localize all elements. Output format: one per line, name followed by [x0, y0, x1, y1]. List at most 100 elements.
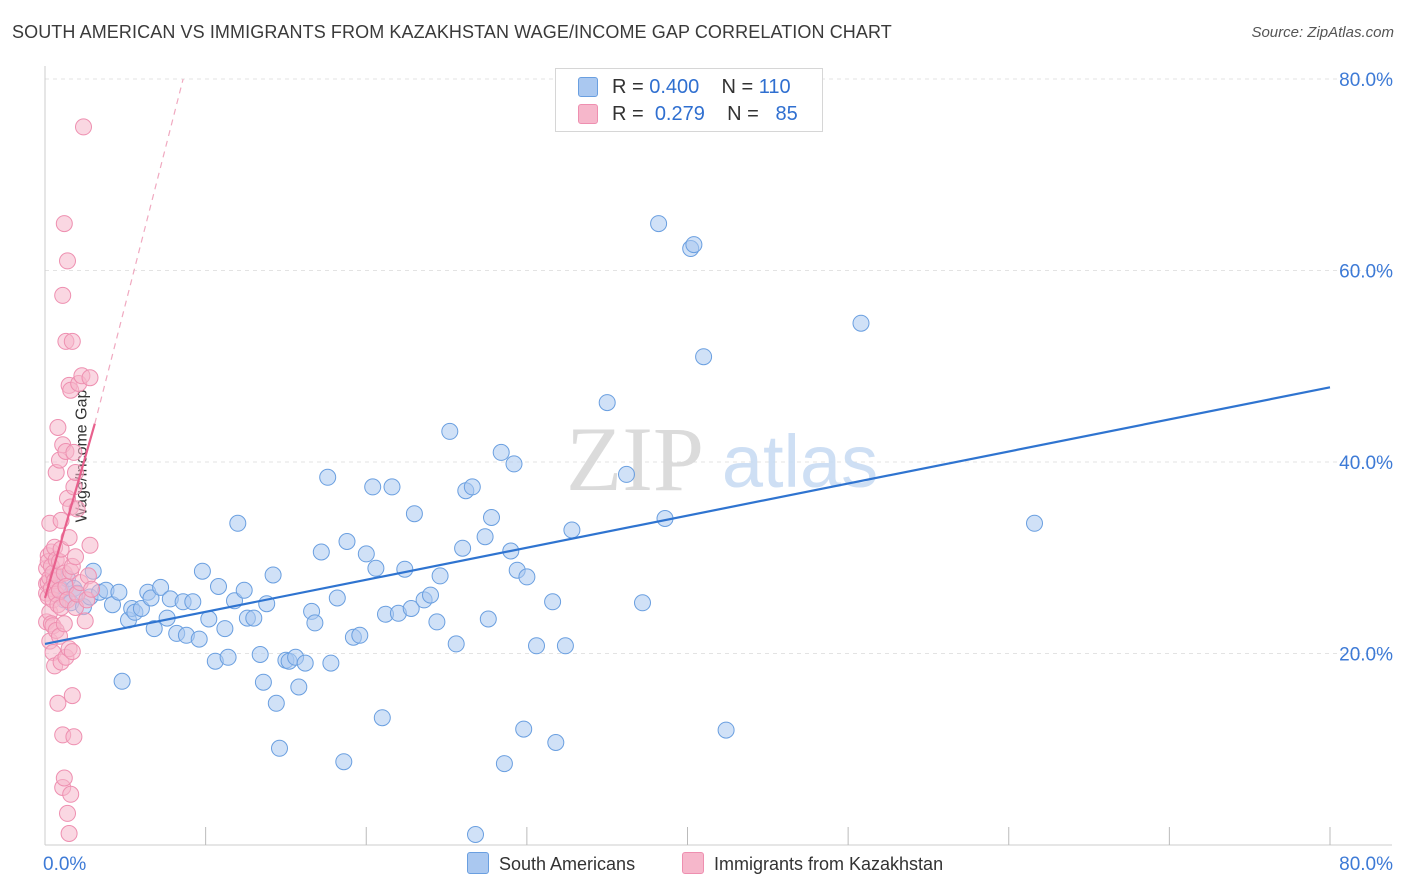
point-south-american	[402, 600, 420, 617]
point-south-american	[547, 734, 565, 751]
point-south-american	[447, 635, 465, 653]
point-south-american	[422, 586, 439, 604]
point-kazakhstan	[59, 252, 76, 270]
bottom-legend-label: Immigrants from Kazakhstan	[714, 854, 944, 874]
legend-n-label: N =	[727, 103, 765, 125]
point-south-american	[563, 521, 581, 539]
point-kazakhstan	[49, 419, 67, 436]
bottom-legend-swatch-pink	[682, 852, 704, 874]
y-tick-label: 20.0%	[1339, 645, 1393, 666]
bottom-legend-label: South Americans	[499, 854, 636, 874]
point-south-american	[306, 614, 324, 632]
point-south-american	[312, 543, 330, 561]
point-south-american	[717, 721, 735, 739]
tick-labels: 20.0% 40.0% 60.0% 80.0% 0.0% 80.0%	[43, 70, 1393, 875]
point-south-american	[216, 620, 234, 638]
point-south-american	[351, 626, 369, 644]
point-south-american	[328, 589, 346, 607]
x-tick-label-min: 0.0%	[43, 854, 86, 875]
point-south-american	[1026, 514, 1043, 532]
data-points	[38, 118, 1043, 843]
point-south-american	[441, 422, 459, 440]
point-south-american	[544, 593, 562, 611]
point-south-american	[322, 654, 340, 672]
point-kazakhstan	[68, 500, 86, 518]
point-south-american	[184, 593, 202, 611]
point-south-american	[598, 394, 616, 412]
point-south-american	[264, 566, 282, 584]
point-kazakhstan	[60, 825, 78, 842]
point-kazakhstan	[76, 612, 94, 630]
y-tick-label: 60.0%	[1339, 262, 1393, 283]
trend-lines	[43, 78, 1331, 646]
point-kazakhstan	[63, 332, 81, 350]
bottom-legend-south-americans[interactable]: South Americans	[467, 852, 635, 876]
point-south-american	[518, 568, 536, 586]
point-south-american	[495, 755, 513, 773]
watermark-zip: ZIP	[566, 408, 704, 510]
point-south-american	[290, 678, 308, 696]
legend-n-value: 85	[775, 103, 798, 125]
point-south-american	[396, 560, 414, 578]
point-south-american	[373, 709, 391, 727]
point-south-american	[492, 443, 510, 461]
point-south-american	[405, 505, 423, 523]
point-kazakhstan	[63, 643, 81, 661]
point-kazakhstan	[65, 728, 83, 746]
point-south-american	[338, 533, 356, 550]
correlation-legend: R = 0.400 N = 110 R = 0.279 N = 85	[555, 68, 823, 132]
point-south-american	[556, 637, 574, 655]
point-kazakhstan	[65, 443, 83, 461]
point-kazakhstan	[62, 785, 80, 803]
point-south-american	[271, 739, 288, 757]
point-south-american	[152, 578, 170, 596]
bottom-legend-kazakhstan[interactable]: Immigrants from Kazakhstan	[682, 852, 943, 876]
watermark-atlas: atlas	[722, 420, 878, 503]
point-south-american	[367, 559, 385, 577]
point-south-american	[852, 314, 870, 332]
point-south-american	[454, 539, 472, 557]
point-south-american	[296, 654, 314, 672]
point-south-american	[229, 514, 247, 532]
axes	[44, 66, 1392, 846]
point-kazakhstan	[60, 529, 78, 547]
bottom-legend-swatch-blue	[467, 852, 489, 874]
legend-r-label: R =	[612, 76, 650, 98]
gridlines	[45, 78, 1392, 654]
point-south-american	[335, 753, 353, 771]
point-south-american	[463, 478, 481, 496]
legend-r-label: R =	[612, 103, 650, 125]
point-south-american	[467, 826, 484, 843]
point-south-american	[428, 613, 446, 631]
point-south-american	[618, 465, 635, 483]
point-kazakhstan	[63, 687, 81, 705]
point-south-american	[193, 562, 211, 580]
point-kazakhstan	[81, 369, 99, 387]
watermark: ZIP atlas	[566, 408, 878, 510]
point-south-american	[251, 646, 269, 663]
point-south-american	[210, 578, 227, 595]
point-south-american	[235, 581, 253, 599]
legend-swatch-blue	[578, 77, 598, 97]
point-south-american	[113, 672, 131, 690]
point-kazakhstan	[55, 215, 73, 233]
trend-line-kazakhstan	[43, 423, 96, 599]
point-south-american	[634, 594, 651, 612]
point-south-american	[364, 478, 382, 496]
trend-line-south-americans	[44, 386, 1331, 646]
point-south-american	[476, 528, 494, 546]
point-south-american	[110, 583, 128, 601]
point-kazakhstan	[81, 536, 99, 554]
x-tick-label-max: 80.0%	[1339, 854, 1393, 875]
point-south-american	[515, 720, 533, 738]
point-south-american	[190, 630, 208, 648]
point-south-american	[431, 567, 449, 585]
legend-r-value: 0.279	[654, 103, 705, 125]
point-kazakhstan	[67, 548, 84, 566]
legend-r-value: 0.400	[649, 76, 700, 98]
point-south-american	[219, 648, 237, 666]
point-south-american	[245, 609, 263, 627]
point-kazakhstan	[83, 580, 101, 598]
legend-n-label: N =	[721, 76, 759, 98]
